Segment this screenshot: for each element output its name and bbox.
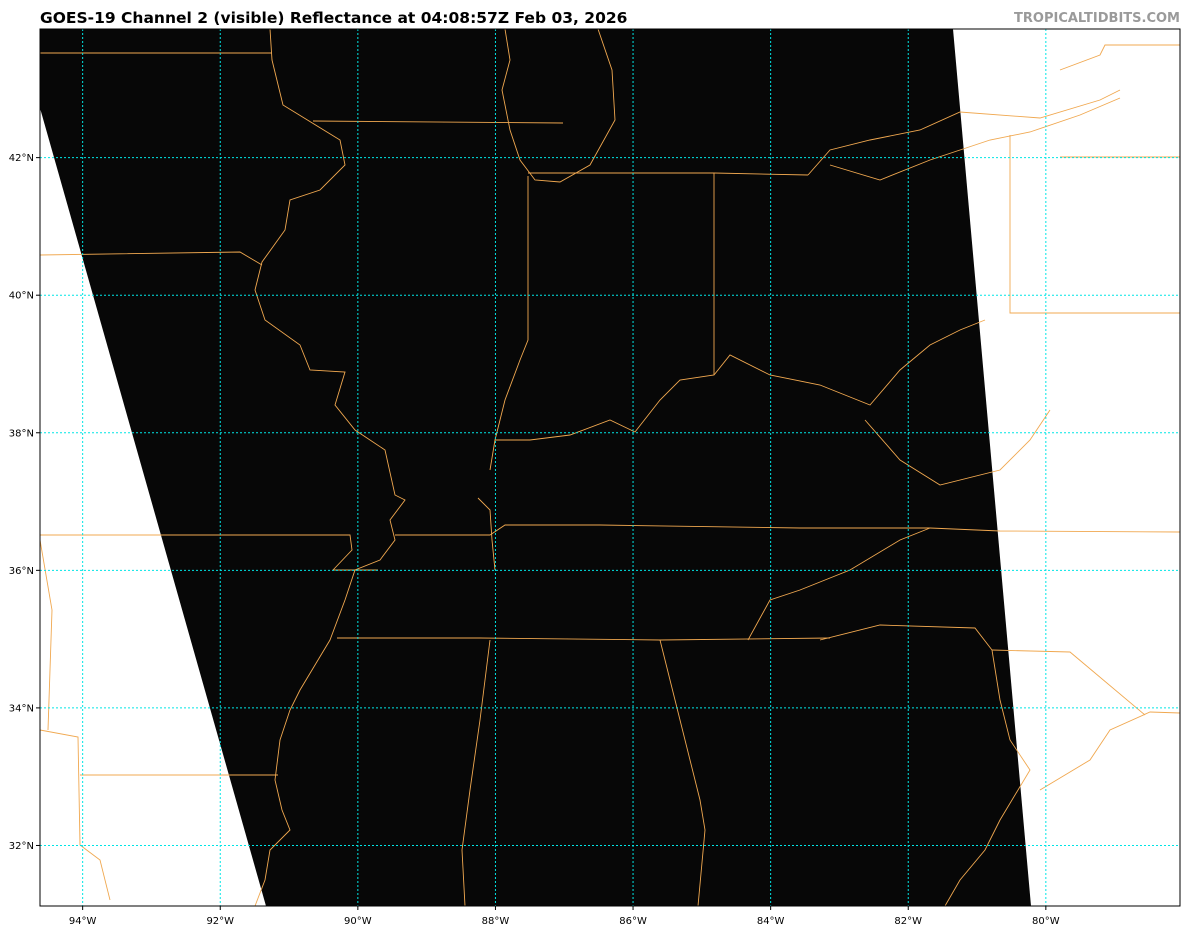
map-frame bbox=[39, 28, 1181, 907]
latitude-label: 36°N bbox=[9, 566, 34, 577]
ohio-river bbox=[495, 319, 986, 441]
lake-erie-south-shore bbox=[829, 97, 1121, 181]
latitude-label: 32°N bbox=[9, 841, 34, 852]
map-title: GOES-19 Channel 2 (visible) Reflectance … bbox=[40, 9, 628, 27]
longitude-label: 92°W bbox=[206, 916, 234, 927]
latitude-label: 42°N bbox=[9, 153, 34, 164]
longitude-label: 90°W bbox=[344, 916, 372, 927]
latitude-label: 34°N bbox=[9, 703, 34, 714]
longitude-label: 94°W bbox=[69, 916, 97, 927]
imagery-swath bbox=[40, 29, 1031, 906]
graticule bbox=[40, 29, 1180, 906]
mississippi-alabama-border bbox=[461, 639, 491, 906]
georgia-sc-border bbox=[819, 624, 1031, 906]
kentucky-virginia-border bbox=[864, 409, 1051, 486]
lake-ontario-shore bbox=[1059, 44, 1180, 71]
state-borders bbox=[40, 29, 1180, 906]
latitude-label: 40°N bbox=[9, 291, 34, 302]
axis-ticks: 94°W 92°W 90°W 88°W 86°W 84°W 82°W 80°W 42°N 40°N… bbox=[9, 153, 1060, 927]
mississippi-river bbox=[254, 29, 406, 906]
alabama-georgia-border bbox=[659, 639, 706, 906]
site-credit: TROPICALTIDBITS.COM bbox=[1014, 11, 1180, 26]
longitude-label: 84°W bbox=[757, 916, 785, 927]
latitude-label: 38°N bbox=[9, 428, 34, 439]
longitude-label: 88°W bbox=[482, 916, 510, 927]
georgia-carolinas-border bbox=[747, 527, 931, 641]
tennessee-south-border bbox=[337, 637, 831, 641]
iowa-missouri-border bbox=[40, 251, 263, 266]
lake-michigan-shore bbox=[501, 29, 616, 183]
kentucky-west-lake bbox=[477, 497, 496, 571]
tennessee-north-border bbox=[395, 524, 1180, 536]
illinois-indiana-border bbox=[489, 176, 529, 471]
carolina-coast bbox=[1039, 711, 1180, 791]
longitude-label: 82°W bbox=[894, 916, 922, 927]
wisconsin-illinois-border bbox=[312, 120, 564, 124]
longitude-label: 86°W bbox=[619, 916, 647, 927]
pennsylvania-border bbox=[1009, 135, 1180, 314]
lake-erie-shore bbox=[807, 89, 1121, 176]
oklahoma-arkansas-border bbox=[40, 350, 53, 731]
nc-sc-border bbox=[991, 649, 1146, 716]
longitude-label: 80°W bbox=[1032, 916, 1060, 927]
